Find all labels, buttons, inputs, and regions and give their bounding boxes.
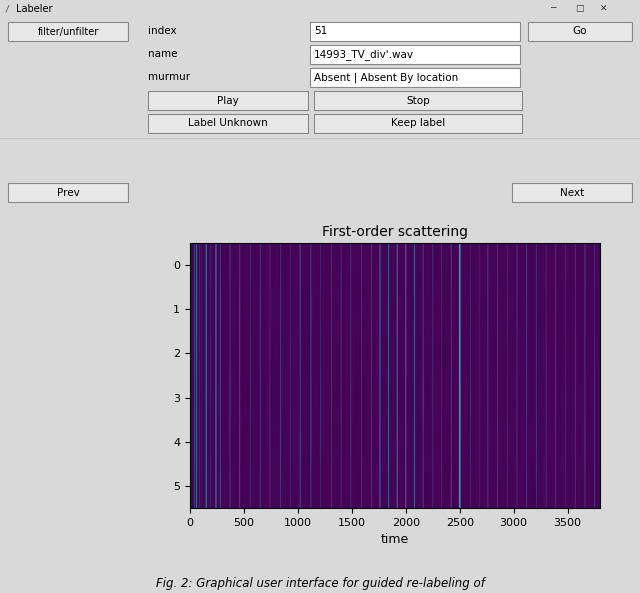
FancyBboxPatch shape xyxy=(310,68,520,87)
Text: Absent | Absent By location: Absent | Absent By location xyxy=(314,72,458,83)
FancyBboxPatch shape xyxy=(310,22,520,41)
Text: ─: ─ xyxy=(550,5,556,14)
FancyBboxPatch shape xyxy=(8,183,128,202)
FancyBboxPatch shape xyxy=(314,91,522,110)
FancyBboxPatch shape xyxy=(528,22,632,41)
Text: ✕: ✕ xyxy=(600,5,607,14)
Text: Prev: Prev xyxy=(56,187,79,197)
FancyBboxPatch shape xyxy=(8,22,128,41)
Text: filter/unfilter: filter/unfilter xyxy=(37,27,99,37)
Text: Go: Go xyxy=(573,27,588,37)
Text: □: □ xyxy=(575,5,584,14)
Text: 14993_TV_div'.wav: 14993_TV_div'.wav xyxy=(314,49,414,60)
X-axis label: time: time xyxy=(381,533,409,546)
Text: Labeler: Labeler xyxy=(16,4,52,14)
Text: Fig. 2: Graphical user interface for guided re-labeling of: Fig. 2: Graphical user interface for gui… xyxy=(156,577,484,590)
FancyBboxPatch shape xyxy=(314,114,522,133)
FancyBboxPatch shape xyxy=(148,91,308,110)
Text: index: index xyxy=(148,27,177,37)
Text: Keep label: Keep label xyxy=(391,119,445,129)
Text: Next: Next xyxy=(560,187,584,197)
Text: Play: Play xyxy=(217,95,239,106)
FancyBboxPatch shape xyxy=(512,183,632,202)
Title: First-order scattering: First-order scattering xyxy=(322,225,468,239)
Text: Stop: Stop xyxy=(406,95,430,106)
Text: 51: 51 xyxy=(314,27,327,37)
Text: murmur: murmur xyxy=(148,72,190,82)
FancyBboxPatch shape xyxy=(310,45,520,64)
Text: /: / xyxy=(6,5,9,14)
FancyBboxPatch shape xyxy=(148,114,308,133)
Text: Label Unknown: Label Unknown xyxy=(188,119,268,129)
Text: name: name xyxy=(148,49,177,59)
